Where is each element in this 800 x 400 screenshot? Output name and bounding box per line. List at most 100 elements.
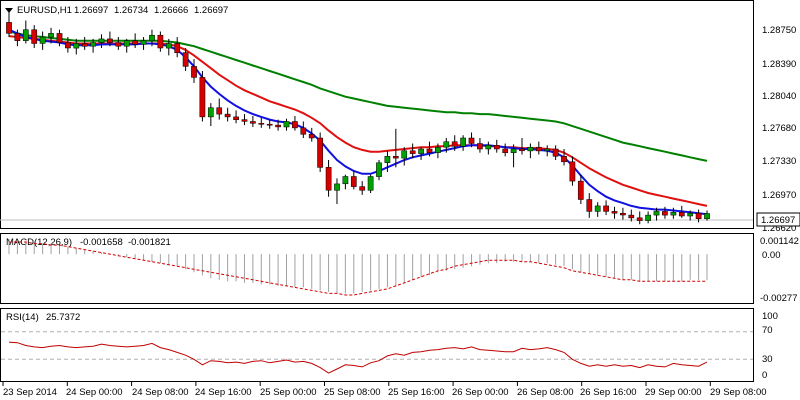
candle-body xyxy=(174,43,181,53)
candle-body xyxy=(426,148,433,153)
ohlc-open: 1.26697 xyxy=(74,5,108,16)
rsi-axis-label: 70 xyxy=(762,325,773,336)
candle-body xyxy=(90,42,96,47)
candle-body xyxy=(350,176,357,187)
candle-body xyxy=(586,199,593,212)
candle-body xyxy=(199,77,206,118)
candle-body xyxy=(695,212,702,219)
candle-body xyxy=(342,176,349,185)
candle-body xyxy=(275,124,281,128)
price-label: 1.27330 xyxy=(762,156,796,167)
candle-body xyxy=(620,212,626,216)
chart-marks xyxy=(1,11,753,386)
time-label: 25 Sep 08:00 xyxy=(324,387,381,398)
candle-body xyxy=(460,137,466,147)
candle-body xyxy=(334,183,340,191)
candle-body xyxy=(670,212,677,216)
candle-body xyxy=(207,107,214,118)
ohlc-low: 1.26666 xyxy=(154,5,188,16)
candle-body xyxy=(502,148,509,153)
candle-body xyxy=(569,161,576,182)
rsi-axis-label: 0 xyxy=(762,370,767,381)
candle-body xyxy=(628,214,635,219)
candle-body xyxy=(140,40,147,45)
candle-body xyxy=(468,137,475,144)
candle-body xyxy=(216,107,223,115)
candle-body xyxy=(73,43,80,49)
macd-axis-label: 0.001142 xyxy=(760,236,799,247)
candle-body xyxy=(48,33,54,38)
candle-body xyxy=(266,123,273,126)
time-axis: 23 Sep 2014 24 Sep 00:00 24 Sep 08:00 24… xyxy=(3,387,767,398)
candle-body xyxy=(250,121,256,124)
ohlc-high: 1.26734 xyxy=(114,5,148,16)
time-label: 24 Sep 08:00 xyxy=(132,387,189,398)
candle-body xyxy=(182,52,189,67)
candle-body xyxy=(81,43,88,47)
rsi-title: RSI(14) xyxy=(6,312,39,323)
chevron-down-icon[interactable] xyxy=(5,8,13,13)
candle-body xyxy=(56,33,63,43)
candle-body xyxy=(132,40,138,45)
price-label: 1.28390 xyxy=(762,59,796,70)
candle-body xyxy=(376,162,382,177)
candle-body xyxy=(653,211,660,216)
candle-body xyxy=(359,186,366,191)
candle-body xyxy=(241,119,248,122)
candle-body xyxy=(31,29,38,44)
time-label: 29 Sep 00:00 xyxy=(645,387,702,398)
candle-body xyxy=(577,180,584,200)
time-label: 29 Sep 08:00 xyxy=(710,387,767,398)
macd-axis-label: 0.00 xyxy=(762,250,781,261)
macd-signal-line xyxy=(9,241,707,296)
macd-main-value: -0.001658 xyxy=(80,237,123,248)
time-label: 24 Sep 16:00 xyxy=(195,387,252,398)
candle-body xyxy=(22,29,29,41)
candle-body xyxy=(493,145,500,150)
candle-body xyxy=(401,150,408,159)
time-label: 23 Sep 2014 xyxy=(3,387,57,398)
candle-body xyxy=(392,156,399,159)
candle-body xyxy=(435,146,441,153)
time-label: 26 Sep 08:00 xyxy=(517,387,574,398)
candle-body xyxy=(409,150,416,154)
candle-body xyxy=(594,205,601,212)
candle-body xyxy=(384,156,391,163)
candle-body xyxy=(443,141,450,148)
candle-body xyxy=(115,42,122,47)
candle-body xyxy=(552,148,559,157)
candle-body xyxy=(317,137,323,168)
macd-signal-value: -0.001821 xyxy=(128,237,171,248)
candle-body xyxy=(510,148,517,153)
candle-body xyxy=(519,148,525,152)
price-panel-frame xyxy=(0,0,754,229)
candle-body xyxy=(6,22,12,34)
rsi-line xyxy=(8,341,708,374)
candle-body xyxy=(367,176,374,191)
candle-body xyxy=(39,36,46,44)
candle-body xyxy=(544,148,551,152)
candle-body xyxy=(603,205,609,212)
candle-body xyxy=(98,38,105,43)
candle-body xyxy=(224,113,231,118)
price-label: 1.26620 xyxy=(762,223,796,234)
time-label: 26 Sep 16:00 xyxy=(580,387,637,398)
candle-body xyxy=(107,38,113,43)
price-label: 1.28040 xyxy=(762,91,796,102)
macd-panel-frame xyxy=(0,233,754,304)
candle-body xyxy=(149,34,155,41)
candle-body xyxy=(527,146,534,152)
rsi-axis-label: 30 xyxy=(762,354,773,365)
candle-body xyxy=(300,127,307,135)
candle-body xyxy=(292,121,298,129)
candle-body xyxy=(191,66,197,78)
candle-body xyxy=(687,212,694,217)
candle-body xyxy=(611,211,618,214)
time-label: 24 Sep 00:00 xyxy=(66,387,123,398)
candle-body xyxy=(233,116,239,120)
candle-body xyxy=(485,145,492,150)
rsi-value: 25.7372 xyxy=(46,312,80,323)
candle-body xyxy=(451,141,458,147)
candle-body xyxy=(65,42,71,49)
